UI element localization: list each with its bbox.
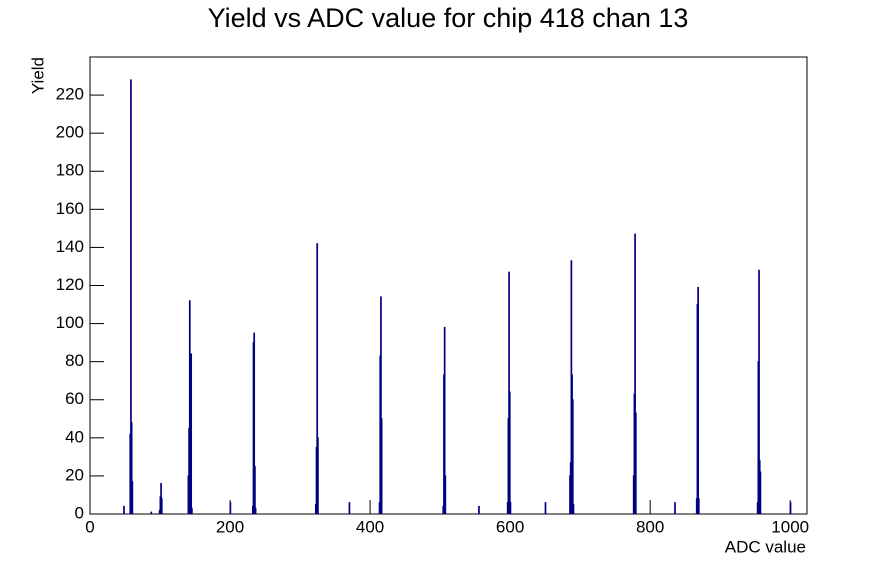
histogram-bin	[254, 465, 256, 514]
y-tick-label: 100	[56, 313, 84, 332]
histogram-bin	[123, 505, 125, 514]
histogram-bin	[317, 437, 319, 514]
x-tick-label: 800	[636, 517, 664, 536]
chart-title: Yield vs ADC value for chip 418 chan 13	[208, 3, 689, 33]
histogram-bin	[188, 300, 191, 514]
histogram-bin	[191, 507, 193, 514]
y-tick-label: 60	[65, 389, 84, 408]
histogram-bin	[571, 399, 574, 514]
y-tick-label: 140	[56, 237, 84, 256]
histogram-bin	[160, 498, 163, 514]
x-tick-label: 1000	[771, 517, 809, 536]
histogram-bin	[444, 475, 447, 514]
x-tick-label: 0	[85, 517, 94, 536]
y-tick-label: 220	[56, 85, 84, 104]
y-tick-label: 20	[65, 465, 84, 484]
y-tick-label: 160	[56, 199, 84, 218]
y-tick-label: 80	[65, 351, 84, 370]
histogram-bin	[674, 502, 676, 514]
histogram-bin	[380, 296, 382, 514]
histogram-bin	[697, 286, 699, 514]
histogram-bin	[253, 332, 256, 514]
histogram-bin	[634, 412, 637, 514]
histogram-bin	[254, 507, 257, 514]
y-tick-label: 180	[56, 161, 84, 180]
y-tick-label: 200	[56, 123, 84, 142]
histogram-bin	[478, 505, 480, 514]
x-tick-label: 200	[216, 517, 244, 536]
histogram-bin	[130, 79, 132, 514]
y-tick-label: 0	[75, 503, 84, 522]
x-tick-label: 600	[496, 517, 524, 536]
y-axis-label: Yield	[28, 57, 47, 94]
histogram-bin	[697, 498, 700, 514]
histogram-bin	[443, 326, 446, 514]
histogram-bin	[131, 481, 134, 514]
histogram-bin	[544, 502, 547, 514]
histogram-bin	[634, 233, 636, 514]
histogram-bin	[130, 422, 133, 514]
histogram-bin	[759, 471, 762, 514]
histogram-bin	[380, 418, 383, 514]
histogram-bin	[229, 502, 232, 514]
x-tick-label: 400	[356, 517, 384, 536]
histogram-bin	[190, 353, 193, 514]
y-tick-label: 40	[65, 427, 84, 446]
histogram-bin	[316, 243, 319, 514]
histogram-bin	[509, 502, 512, 514]
histogram-bin	[789, 502, 792, 514]
x-axis-label: ADC value	[725, 537, 806, 556]
histogram-bin	[150, 511, 153, 514]
y-tick-label: 120	[56, 275, 84, 294]
histogram-bin	[348, 502, 351, 514]
histogram-bin	[572, 503, 575, 514]
histogram-bin	[508, 391, 511, 514]
histogram-bin	[758, 269, 760, 514]
